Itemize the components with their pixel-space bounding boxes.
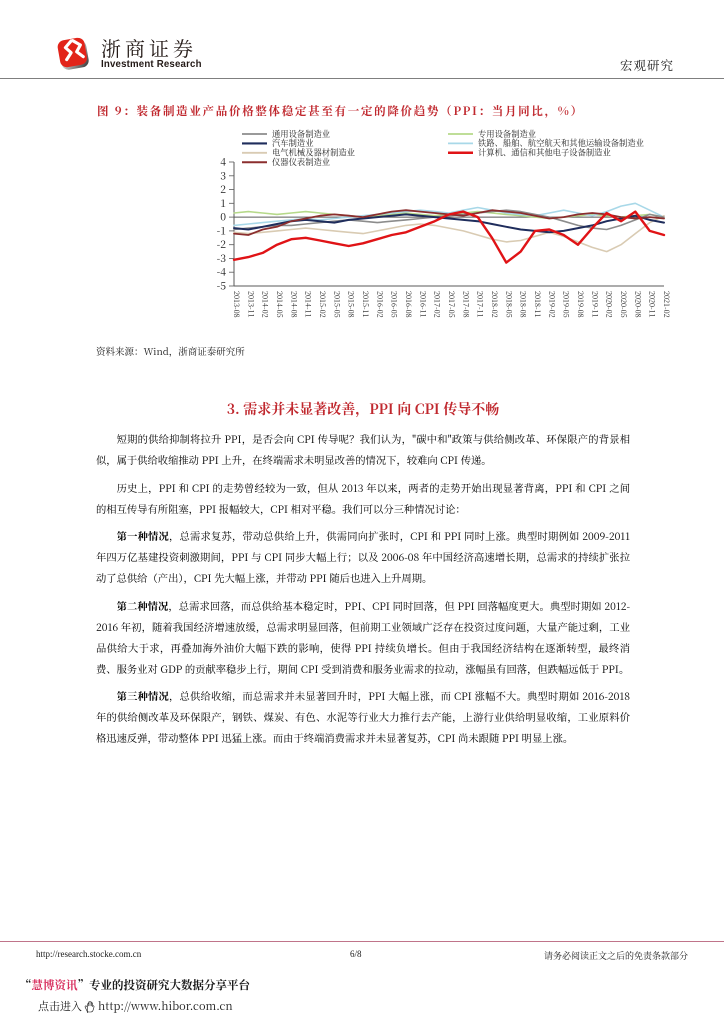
svg-text:2016-11: 2016-11 [417,291,427,318]
svg-text:2015-08: 2015-08 [346,291,356,318]
svg-text:-1: -1 [217,223,227,238]
svg-text:-4: -4 [217,265,227,280]
svg-text:-3: -3 [217,251,227,266]
svg-text:2014-05: 2014-05 [274,291,284,318]
svg-text:计算机、通信和其他电子设备制造业: 计算机、通信和其他电子设备制造业 [478,147,611,159]
svg-text:2018-02: 2018-02 [489,291,499,318]
svg-text:4: 4 [220,155,226,170]
svg-text:2020-08: 2020-08 [632,291,642,318]
svg-text:3: 3 [220,168,226,183]
svg-text:0: 0 [220,210,226,225]
svg-text:2020-11: 2020-11 [647,291,657,318]
svg-text:2014-11: 2014-11 [303,291,313,318]
svg-text:2013-08: 2013-08 [231,291,241,318]
svg-text:2019-11: 2019-11 [589,291,599,318]
svg-text:2018-05: 2018-05 [503,291,513,318]
svg-text:仪器仪表制造业: 仪器仪表制造业 [272,156,331,168]
svg-text:2013-11: 2013-11 [245,291,255,318]
svg-text:2018-11: 2018-11 [532,291,542,318]
svg-text:2019-08: 2019-08 [575,291,585,318]
svg-text:2016-02: 2016-02 [374,291,384,318]
svg-text:2014-08: 2014-08 [288,291,298,318]
svg-text:1: 1 [220,196,226,211]
svg-text:2015-05: 2015-05 [331,291,341,318]
svg-text:2015-11: 2015-11 [360,291,370,318]
svg-text:2016-05: 2016-05 [389,291,399,318]
svg-text:2020-02: 2020-02 [604,291,614,318]
svg-text:2014-02: 2014-02 [260,291,270,318]
svg-text:2016-08: 2016-08 [403,291,413,318]
svg-text:2017-11: 2017-11 [475,291,485,318]
svg-text:2020-05: 2020-05 [618,291,628,318]
svg-text:2017-05: 2017-05 [446,291,456,318]
svg-text:-5: -5 [217,279,227,294]
svg-text:2019-02: 2019-02 [546,291,556,318]
svg-text:2021-02: 2021-02 [661,291,671,318]
svg-text:2017-08: 2017-08 [460,291,470,318]
svg-text:2019-05: 2019-05 [561,291,571,318]
svg-text:2015-02: 2015-02 [317,291,327,318]
svg-text:2018-08: 2018-08 [518,291,528,318]
svg-text:2017-02: 2017-02 [432,291,442,318]
